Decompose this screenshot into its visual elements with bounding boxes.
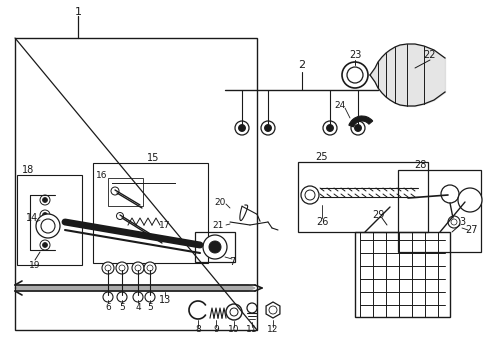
Circle shape <box>40 195 50 205</box>
Circle shape <box>208 241 221 253</box>
Circle shape <box>323 121 336 135</box>
Text: 3: 3 <box>458 217 464 227</box>
Text: 25: 25 <box>315 152 327 162</box>
Bar <box>297 162 427 232</box>
Bar <box>108 178 142 206</box>
Circle shape <box>42 198 47 202</box>
Text: 21: 21 <box>212 220 223 230</box>
Bar <box>195 232 235 262</box>
Circle shape <box>450 219 456 225</box>
Bar <box>93 163 207 263</box>
Circle shape <box>264 125 271 131</box>
Circle shape <box>346 67 362 83</box>
Circle shape <box>301 186 318 204</box>
Circle shape <box>132 262 143 274</box>
Circle shape <box>117 292 127 302</box>
Text: 14: 14 <box>26 213 38 223</box>
Circle shape <box>440 185 458 203</box>
Bar <box>354 232 449 317</box>
Wedge shape <box>348 116 372 127</box>
Text: 9: 9 <box>213 325 219 334</box>
Text: 29: 29 <box>371 210 384 220</box>
Circle shape <box>116 212 123 220</box>
Bar <box>397 170 480 252</box>
Text: 22: 22 <box>423 50 435 60</box>
Text: 18: 18 <box>22 165 34 175</box>
Circle shape <box>350 121 364 135</box>
Circle shape <box>103 292 113 302</box>
Circle shape <box>229 308 238 316</box>
Circle shape <box>238 125 245 131</box>
Bar <box>17 175 82 265</box>
Circle shape <box>102 262 114 274</box>
Bar <box>15 38 257 330</box>
Circle shape <box>246 303 257 313</box>
Circle shape <box>354 125 361 131</box>
Circle shape <box>261 121 274 135</box>
Circle shape <box>40 240 50 250</box>
Circle shape <box>326 125 333 131</box>
Text: 10: 10 <box>228 325 239 334</box>
Text: 19: 19 <box>29 261 41 270</box>
Text: 17: 17 <box>159 220 170 230</box>
Circle shape <box>133 292 142 302</box>
Circle shape <box>147 265 153 271</box>
Circle shape <box>41 219 55 233</box>
Circle shape <box>143 262 156 274</box>
Text: 11: 11 <box>246 325 257 334</box>
Circle shape <box>447 216 459 228</box>
Circle shape <box>225 304 242 320</box>
Text: 27: 27 <box>465 225 477 235</box>
Circle shape <box>42 228 47 233</box>
Circle shape <box>203 235 226 259</box>
Text: 7: 7 <box>228 257 235 267</box>
Circle shape <box>42 212 47 217</box>
Polygon shape <box>15 285 254 291</box>
Text: 8: 8 <box>195 325 201 334</box>
Circle shape <box>116 262 128 274</box>
Text: 4: 4 <box>135 303 141 312</box>
Text: 26: 26 <box>315 217 327 227</box>
Circle shape <box>105 265 111 271</box>
Circle shape <box>305 190 314 200</box>
Circle shape <box>42 243 47 248</box>
Text: 20: 20 <box>214 198 225 207</box>
Text: 12: 12 <box>267 325 278 334</box>
Text: 28: 28 <box>413 160 426 170</box>
Circle shape <box>40 210 50 220</box>
Text: 24: 24 <box>334 100 345 109</box>
Circle shape <box>268 306 276 314</box>
Circle shape <box>235 121 248 135</box>
Circle shape <box>111 187 119 195</box>
Text: 5: 5 <box>147 303 153 312</box>
Text: 13: 13 <box>159 295 171 305</box>
Text: 5: 5 <box>119 303 124 312</box>
Text: 23: 23 <box>348 50 361 60</box>
Circle shape <box>119 265 125 271</box>
Circle shape <box>457 188 481 212</box>
Text: 15: 15 <box>146 153 159 163</box>
Circle shape <box>40 225 50 235</box>
Circle shape <box>341 62 367 88</box>
Text: 2: 2 <box>298 60 305 70</box>
Text: 6: 6 <box>105 303 111 312</box>
Circle shape <box>135 265 141 271</box>
Circle shape <box>36 214 60 238</box>
Text: 1: 1 <box>74 7 81 17</box>
Text: 16: 16 <box>96 171 107 180</box>
Circle shape <box>145 292 155 302</box>
